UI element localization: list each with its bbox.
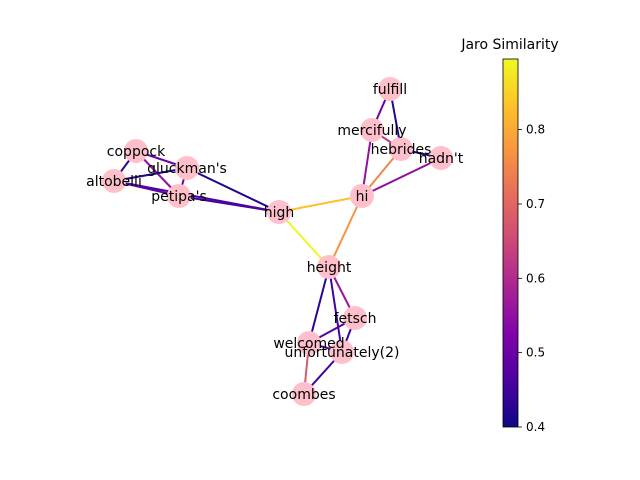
edge-high-height [278,211,330,268]
node-label-altobelli: altobelli [86,174,142,190]
node-label-height: height [307,260,352,276]
node-label-mercifully: mercifully [337,123,406,139]
node-fetsch [343,306,367,330]
node-label-petipa's: petipa's [151,189,207,205]
node-coombes [292,382,316,406]
colorbar-tick-label: 0.6 [526,271,545,285]
node-fulfill [378,77,402,101]
node-coppock [124,139,148,163]
node-label-welcomed: welcomed [273,336,344,352]
node-unfortunately(2) [330,340,354,364]
edge-high-gluckman's [186,167,280,213]
node-gluckman's [175,156,199,180]
node-mercifully [360,118,384,142]
edge-gluckman's-altobelli [113,167,188,182]
colorbar-tick-label: 0.7 [526,197,545,211]
colorbar-ticks: 0.4 0.5 0.6 0.7 0.8 [518,123,545,434]
node-hebrides [389,137,413,161]
node-label-fetsch: fetsch [334,311,377,327]
colorbar-tick-label: 0.8 [526,123,545,137]
node-label-hadn't: hadn't [419,151,464,167]
edge-hi-high [278,195,363,213]
colorbar-gradient [502,58,519,428]
node-label-gluckman's: gluckman's [147,161,227,177]
edge-height-unfortunately(2) [328,266,343,353]
colorbar-tick-label: 0.4 [526,420,545,434]
node-label-hebrides: hebrides [371,142,432,158]
edge-high-altobelli [113,180,280,213]
colorbar-title: Jaro Similarity [460,37,558,53]
node-label-fulfill: fulfill [373,82,407,98]
node-hadn't [429,146,453,170]
node-label-hi: hi [356,189,369,205]
edge-hadn't-hi [361,157,442,197]
node-altobelli [102,169,126,193]
node-welcomed [297,331,321,355]
node-petipa's [167,184,191,208]
node-label-coppock: coppock [107,144,166,160]
node-hi [350,184,374,208]
nodes-layer [102,77,453,406]
colorbar-tick-label: 0.5 [526,346,545,360]
node-label-high: high [264,205,295,221]
edge-hi-height [328,195,363,268]
node-label-coombes: coombes [272,387,335,403]
node-label-unfortunately(2): unfortunately(2) [285,345,400,361]
colorbar: Jaro Similarity 0.4 0.5 0.6 0.7 0.8 [460,37,558,434]
edge-height-welcomed [308,266,330,344]
node-height [317,255,341,279]
node-high [267,200,291,224]
